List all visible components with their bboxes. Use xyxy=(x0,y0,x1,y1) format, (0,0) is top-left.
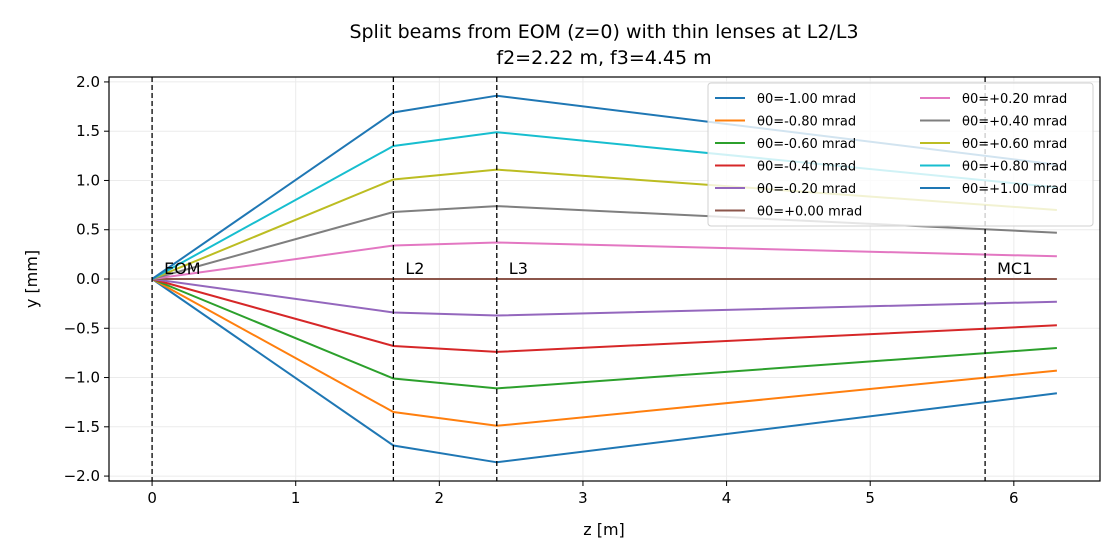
vline-label: MC1 xyxy=(997,259,1032,278)
x-tick-label: 4 xyxy=(722,489,732,507)
x-axis-label: z [m] xyxy=(583,520,625,539)
legend: θ0=-1.00 mrad θ0=-0.80 mrad θ0=-0.60 mrad θ… xyxy=(707,82,1094,227)
legend-entry: θ0=-1.00 mrad xyxy=(757,92,856,107)
series-line xyxy=(151,278,1057,427)
vline-label: EOM xyxy=(164,259,201,278)
x-tick-label: 1 xyxy=(291,489,301,507)
vline-label: L3 xyxy=(509,259,528,278)
y-tick-label: 1.0 xyxy=(76,171,100,189)
y-tick-label: 0.0 xyxy=(76,270,100,288)
x-tick-label: 5 xyxy=(865,489,875,507)
legend-entry: θ0=+0.40 mrad xyxy=(962,115,1067,130)
y-axis-label: y [mm] xyxy=(22,250,41,308)
x-tick-label: 0 xyxy=(147,489,157,507)
y-tick-label: −1.5 xyxy=(64,418,100,436)
chart-subtitle: f2=2.22 m, f3=4.45 m xyxy=(496,47,711,69)
vline-label: L2 xyxy=(405,259,424,278)
axis-ticks: 0 1 2 3 4 5 6 −2.0 −1.5 −1.0 −0.5 0.0 0.5 1.0 1.5 2.0 xyxy=(64,73,1019,507)
vertical-markers: EOM L2 L3 MC1 xyxy=(151,77,1032,481)
legend-entry: θ0=-0.80 mrad xyxy=(757,115,856,130)
series-line xyxy=(151,278,1057,390)
series-line xyxy=(151,278,1057,317)
legend-entry: θ0=+0.80 mrad xyxy=(962,160,1067,175)
legend-entry: θ0=-0.60 mrad xyxy=(757,137,856,152)
chart-title: Split beams from EOM (z=0) with thin len… xyxy=(349,21,858,43)
legend-entry: θ0=-0.40 mrad xyxy=(757,160,856,175)
y-tick-label: 1.5 xyxy=(76,122,100,140)
legend-entry: θ0=+0.00 mrad xyxy=(757,205,862,220)
legend-box xyxy=(707,82,1094,227)
series-line xyxy=(151,278,1058,464)
y-tick-label: −0.5 xyxy=(64,319,100,337)
x-tick-label: 6 xyxy=(1009,489,1019,507)
x-tick-label: 2 xyxy=(435,489,445,507)
series-line xyxy=(151,278,1057,353)
legend-entry: θ0=+1.00 mrad xyxy=(962,182,1067,197)
y-tick-label: 2.0 xyxy=(76,73,100,91)
legend-entry: θ0=+0.20 mrad xyxy=(962,92,1067,107)
legend-entry: θ0=+0.60 mrad xyxy=(962,137,1067,152)
x-tick-label: 3 xyxy=(578,489,588,507)
y-tick-label: −1.0 xyxy=(64,369,100,387)
legend-entry: θ0=-0.20 mrad xyxy=(757,182,856,197)
series-line xyxy=(151,241,1057,280)
y-tick-label: −2.0 xyxy=(64,467,100,485)
plot-area xyxy=(151,94,1058,464)
y-tick-label: 0.5 xyxy=(76,221,100,239)
